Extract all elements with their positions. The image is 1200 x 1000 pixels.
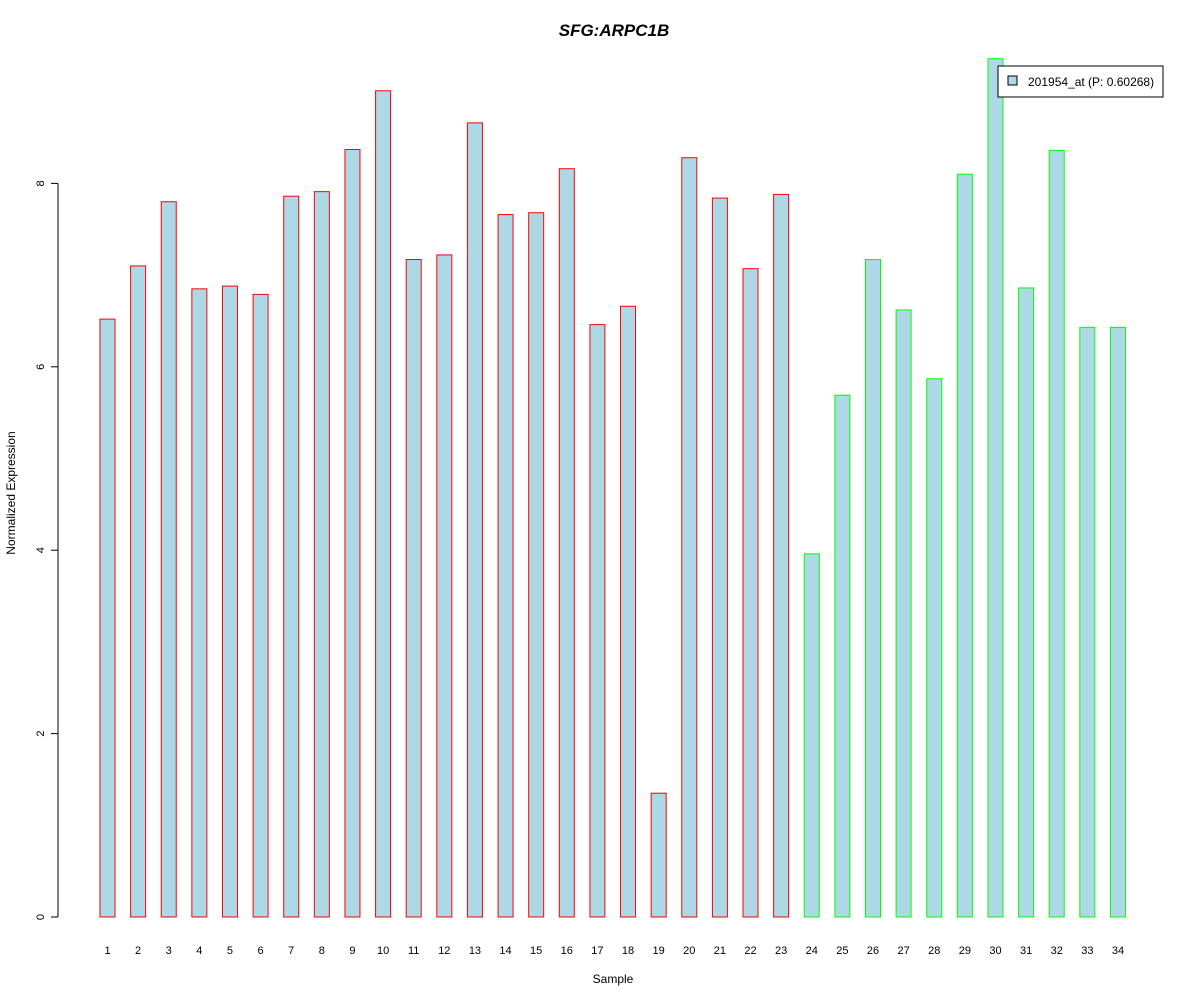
y-tick-label: 2	[35, 731, 47, 737]
x-tick-label: 17	[591, 945, 603, 957]
bar-sample-25	[834, 394, 851, 918]
x-tick-label: 11	[408, 945, 419, 957]
bar-sample-16	[558, 168, 575, 918]
bar-sample-2	[130, 265, 147, 918]
bar-sample-19	[650, 792, 667, 918]
x-tick-label: 26	[867, 945, 879, 957]
x-tick-label: 8	[319, 945, 325, 957]
bar-sample-22	[742, 268, 759, 918]
bar-sample-4	[191, 288, 208, 918]
bar-sample-34	[1109, 326, 1126, 918]
x-tick-label: 28	[928, 945, 940, 957]
bar-sample-7	[283, 195, 300, 918]
x-tick-label: 29	[959, 945, 971, 957]
x-tick-label: 16	[561, 945, 573, 957]
x-tick-label: 31	[1020, 945, 1032, 957]
legend-box	[997, 65, 1164, 98]
legend-label: 201954_at (P: 0.60268)	[1028, 75, 1154, 89]
x-tick-label: 15	[530, 945, 542, 957]
x-tick-label: 19	[653, 945, 665, 957]
bar-sample-21	[711, 197, 728, 918]
x-tick-label: 23	[775, 945, 787, 957]
x-tick-label: 5	[227, 945, 233, 957]
bar-sample-24	[803, 553, 820, 918]
y-axis-title: Normalized Expression	[4, 431, 18, 554]
bar-sample-12	[436, 254, 453, 918]
bar-sample-29	[956, 173, 973, 918]
bar-sample-20	[681, 157, 698, 918]
bar-sample-17	[589, 324, 606, 918]
x-tick-label: 30	[989, 945, 1001, 957]
bar-sample-13	[466, 122, 483, 918]
bar-sample-30	[987, 58, 1004, 918]
x-tick-label: 32	[1051, 945, 1063, 957]
bar-sample-14	[497, 214, 514, 918]
x-tick-label: 3	[166, 945, 172, 957]
x-tick-label: 1	[104, 945, 110, 957]
x-tick-label: 25	[836, 945, 848, 957]
bar-sample-15	[528, 212, 545, 918]
x-tick-label: 34	[1112, 945, 1124, 957]
bar-sample-11	[405, 259, 422, 918]
bar-sample-6	[252, 293, 269, 918]
x-tick-label: 27	[897, 945, 909, 957]
x-axis-title: Sample	[593, 972, 634, 986]
legend-swatch	[1007, 75, 1018, 86]
y-tick-label: 0	[35, 914, 47, 920]
bar-sample-18	[620, 305, 637, 918]
x-tick-label: 2	[135, 945, 141, 957]
x-tick-label: 12	[438, 945, 450, 957]
x-tick-label: 33	[1081, 945, 1093, 957]
x-tick-label: 10	[377, 945, 389, 957]
bar-sample-1	[99, 318, 116, 918]
bar-sample-32	[1048, 149, 1065, 918]
bar-sample-5	[221, 285, 238, 918]
x-tick-label: 9	[349, 945, 355, 957]
legend: 201954_at (P: 0.60268)	[997, 65, 1164, 98]
chart-title: SFG:ARPC1B	[559, 21, 670, 40]
x-tick-label: 14	[499, 945, 511, 957]
bar-sample-8	[313, 191, 330, 918]
x-tick-label: 24	[806, 945, 818, 957]
x-tick-label: 7	[288, 945, 294, 957]
bar-sample-23	[773, 193, 790, 918]
x-axis-labels: 1 2 3 4 5 6 7 8 9 10 11 12 13 14 15 16 17 18 19 20 21 22 23 24 2…	[104, 945, 1124, 957]
y-axis: 0 2 4 6 8	[35, 180, 59, 920]
bar-sample-33	[1079, 326, 1096, 918]
y-tick-label: 6	[35, 364, 47, 370]
x-tick-label: 20	[683, 945, 695, 957]
bar-sample-10	[375, 90, 392, 918]
x-tick-label: 4	[196, 945, 202, 957]
x-tick-label: 13	[469, 945, 481, 957]
bar-sample-3	[160, 201, 177, 918]
bar-sample-28	[926, 378, 943, 918]
x-tick-label: 18	[622, 945, 634, 957]
y-tick-label: 8	[35, 180, 47, 186]
y-tick-label: 4	[35, 547, 47, 553]
x-tick-label: 22	[744, 945, 756, 957]
bar-sample-27	[895, 309, 912, 918]
bars	[99, 58, 1126, 918]
x-tick-label: 21	[714, 945, 726, 957]
bar-sample-26	[865, 259, 881, 918]
bar-sample-31	[1018, 287, 1035, 918]
x-tick-label: 6	[258, 945, 264, 957]
bar-sample-9	[344, 148, 361, 918]
